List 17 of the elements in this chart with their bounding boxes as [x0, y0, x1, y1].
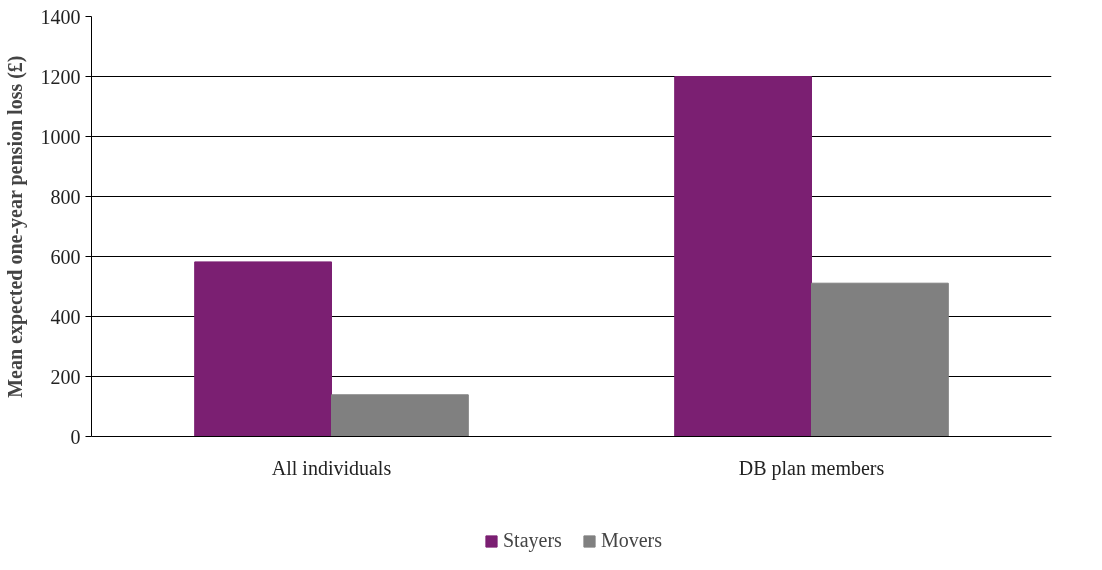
y-tick-label: 600 — [50, 245, 81, 268]
bar — [194, 261, 332, 437]
bar — [811, 282, 949, 437]
y-tick-label: 200 — [50, 365, 81, 388]
bar — [331, 394, 469, 437]
y-tick-label: 1200 — [40, 65, 81, 88]
legend-label: Stayers — [502, 529, 562, 552]
y-tick-label: 800 — [50, 185, 81, 208]
y-tick-label: 0 — [70, 425, 81, 448]
y-axis-title: Mean expected one-year pension loss (£) — [3, 55, 27, 398]
y-tick-label: 400 — [50, 305, 81, 328]
bar — [674, 76, 812, 437]
y-tick-label: 1000 — [40, 125, 81, 148]
y-tick-label: 1400 — [40, 5, 81, 28]
x-tick-label: DB plan members — [738, 456, 885, 480]
x-tick-label: All individuals — [271, 456, 392, 479]
legend-label: Movers — [600, 529, 662, 552]
